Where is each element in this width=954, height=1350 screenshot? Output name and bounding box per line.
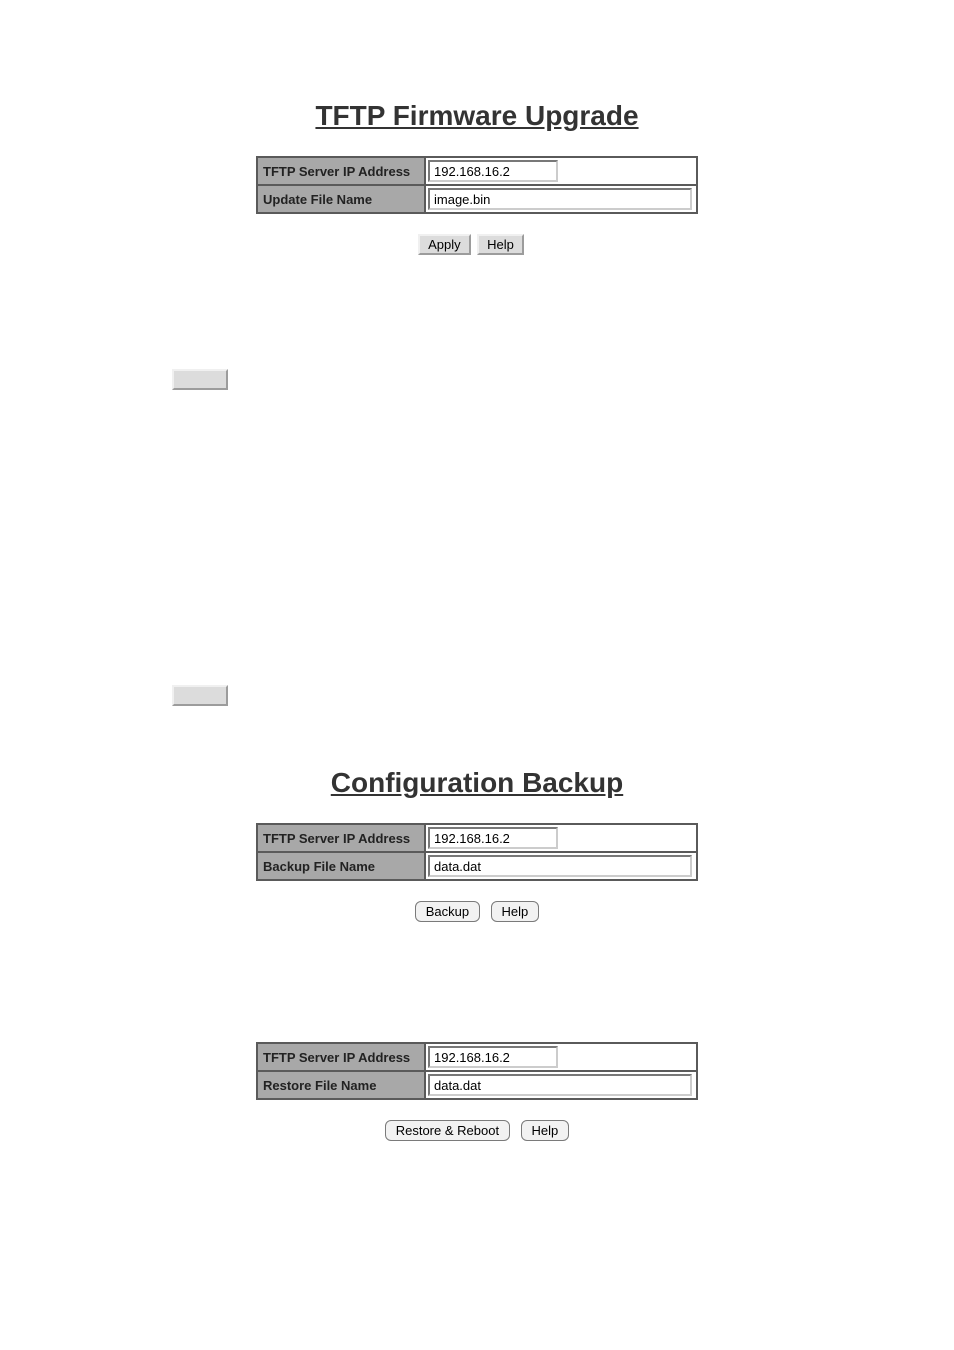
backup-button-row: Backup Help <box>0 901 954 922</box>
backup-cell-1 <box>425 852 697 880</box>
backup-form-table: TFTP Server IP AddressBackup File Name <box>256 823 698 881</box>
backup-cell-0 <box>425 824 697 852</box>
restore-input-0[interactable] <box>428 1046 558 1068</box>
list-item <box>138 587 954 611</box>
firmware-label-1: Update File Name <box>257 185 425 213</box>
firmware-notes-list <box>0 303 954 391</box>
restore-button-row: Restore & Reboot Help <box>0 1120 954 1141</box>
backup-input-0[interactable] <box>428 827 558 849</box>
firmware-cell-0 <box>425 157 697 185</box>
list-item <box>138 651 954 675</box>
restore-cell-0 <box>425 1043 697 1071</box>
help-button[interactable]: Help <box>491 901 540 922</box>
backup-notes-list <box>0 587 954 707</box>
restore-input-1[interactable] <box>428 1074 692 1096</box>
help-button[interactable]: Help <box>521 1120 570 1141</box>
list-item <box>138 335 954 359</box>
firmware-form-table: TFTP Server IP AddressUpdate File Name <box>256 156 698 214</box>
firmware-input-0[interactable] <box>428 160 558 182</box>
list-item <box>138 303 954 327</box>
list-item <box>138 683 954 707</box>
list-item <box>138 619 954 643</box>
firmware-button-row: Apply Help <box>0 234 954 255</box>
firmware-input-1[interactable] <box>428 188 692 210</box>
firmware-label-0: TFTP Server IP Address <box>257 157 425 185</box>
backup-label-0: TFTP Server IP Address <box>257 824 425 852</box>
backup-input-1[interactable] <box>428 855 692 877</box>
restore-reboot-button[interactable]: Restore & Reboot <box>385 1120 510 1141</box>
firmware-cell-1 <box>425 185 697 213</box>
firmware-upgrade-title: TFTP Firmware Upgrade <box>0 100 954 132</box>
configuration-backup-title: Configuration Backup <box>0 767 954 799</box>
help-button[interactable]: Help <box>477 234 524 255</box>
inline-button[interactable] <box>172 685 228 706</box>
apply-button[interactable]: Apply <box>418 234 471 255</box>
restore-label-0: TFTP Server IP Address <box>257 1043 425 1071</box>
inline-button[interactable] <box>172 369 228 390</box>
list-item <box>138 367 954 391</box>
restore-form-table: TFTP Server IP AddressRestore File Name <box>256 1042 698 1100</box>
restore-cell-1 <box>425 1071 697 1099</box>
backup-button[interactable]: Backup <box>415 901 480 922</box>
restore-label-1: Restore File Name <box>257 1071 425 1099</box>
backup-label-1: Backup File Name <box>257 852 425 880</box>
